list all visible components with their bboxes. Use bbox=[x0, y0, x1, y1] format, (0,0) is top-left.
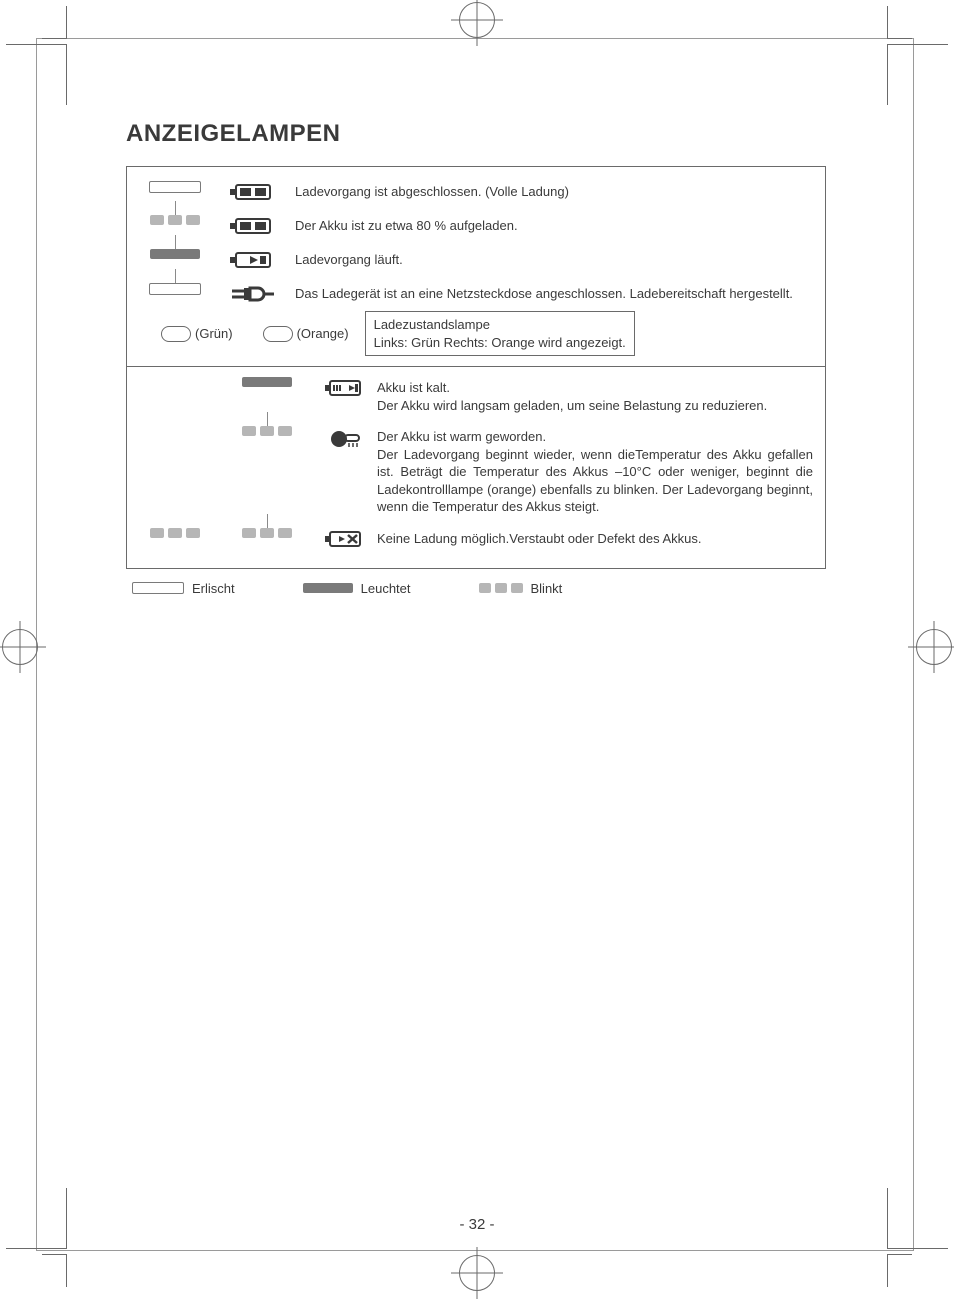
indicator-blink-icon bbox=[242, 528, 292, 538]
row-text: Der Akku ist zu etwa 80 % aufgeladen. bbox=[295, 215, 813, 235]
indicator-blink-icon bbox=[150, 215, 200, 225]
crop-corner-icon bbox=[6, 44, 67, 105]
indicator-off-icon bbox=[149, 181, 201, 193]
legend-item-off: Erlischt bbox=[132, 581, 235, 596]
lamp-outline-icon bbox=[263, 326, 293, 342]
row-text: Ladevorgang ist abgeschlossen. (Volle La… bbox=[295, 181, 813, 201]
table-row: Akku ist kalt. Der Akku wird langsam gel… bbox=[139, 377, 813, 414]
indicator-blink-icon bbox=[150, 528, 200, 538]
crop-corner-icon bbox=[42, 1254, 67, 1287]
indicator-off-icon bbox=[149, 283, 201, 295]
legend-off-text: Erlischt bbox=[192, 581, 235, 596]
row-text: Akku ist kalt. Der Akku wird langsam gel… bbox=[377, 377, 813, 414]
table-row: Keine Ladung möglich.Verstaubt oder Defe… bbox=[139, 528, 813, 550]
content-area: ANZEIGELAMPEN Ladevorgang ist abgeschlos… bbox=[126, 120, 826, 596]
legend: Erlischt Leuchtet Blinkt bbox=[132, 581, 826, 596]
indicator-table-bottom: Akku ist kalt. Der Akku wird langsam gel… bbox=[126, 367, 826, 569]
green-label: (Grün) bbox=[161, 325, 233, 343]
lamp-outline-icon bbox=[161, 326, 191, 342]
indicator-blink-icon bbox=[242, 426, 292, 436]
battery-full-icon bbox=[230, 181, 276, 203]
color-label-row: (Grün) (Orange) Ladezustandslampe Links:… bbox=[139, 311, 813, 356]
plug-icon bbox=[230, 283, 276, 305]
legend-item-on: Leuchtet bbox=[303, 581, 411, 596]
table-row: Der Akku ist warm geworden. Der Ladevorg… bbox=[139, 426, 813, 516]
indicator-on-icon bbox=[303, 583, 353, 593]
table-row: Das Ladegerät ist an eine Netzsteckdose … bbox=[139, 283, 813, 305]
registration-mark-icon bbox=[0, 621, 46, 673]
indicator-on-icon bbox=[242, 377, 292, 387]
row-text: Das Ladegerät ist an eine Netzsteckdose … bbox=[295, 283, 813, 303]
status-line2: Links: Grün Rechts: Orange wird angezeig… bbox=[374, 334, 626, 352]
indicator-table-top: Ladevorgang ist abgeschlossen. (Volle La… bbox=[126, 166, 826, 367]
page-title: ANZEIGELAMPEN bbox=[126, 120, 826, 148]
indicator-off-icon bbox=[132, 582, 184, 594]
page-number: - 32 - bbox=[0, 1216, 954, 1233]
status-lamp-box: Ladezustandslampe Links: Grün Rechts: Or… bbox=[365, 311, 635, 356]
orange-text: (Orange) bbox=[297, 325, 349, 343]
indicator-on-icon bbox=[150, 249, 200, 259]
manual-page: ANZEIGELAMPEN Ladevorgang ist abgeschlos… bbox=[0, 0, 954, 1293]
status-line1: Ladezustandslampe bbox=[374, 316, 626, 334]
battery-full-icon bbox=[230, 215, 276, 237]
table-row: Der Akku ist zu etwa 80 % aufgeladen. bbox=[139, 215, 813, 237]
legend-blink-text: Blinkt bbox=[531, 581, 563, 596]
legend-item-blink: Blinkt bbox=[479, 581, 563, 596]
battery-error-icon bbox=[325, 528, 365, 550]
crop-corner-icon bbox=[887, 1254, 912, 1287]
registration-mark-icon bbox=[451, 1247, 503, 1299]
thermometer-icon bbox=[325, 426, 365, 452]
crop-corner-icon bbox=[42, 6, 67, 39]
indicator-blink-icon bbox=[479, 583, 523, 593]
registration-mark-icon bbox=[908, 621, 954, 673]
table-row: Ladevorgang ist abgeschlossen. (Volle La… bbox=[139, 181, 813, 203]
row-text: Keine Ladung möglich.Verstaubt oder Defe… bbox=[377, 528, 813, 548]
green-text: (Grün) bbox=[195, 325, 233, 343]
battery-slow-charge-icon bbox=[325, 377, 365, 399]
row-text: Ladevorgang läuft. bbox=[295, 249, 813, 269]
registration-mark-icon bbox=[451, 0, 503, 46]
legend-on-text: Leuchtet bbox=[361, 581, 411, 596]
table-row: Ladevorgang läuft. bbox=[139, 249, 813, 271]
row-text: Der Akku ist warm geworden. Der Ladevorg… bbox=[377, 426, 813, 516]
battery-charging-icon bbox=[230, 249, 276, 271]
crop-corner-icon bbox=[887, 44, 948, 105]
crop-corner-icon bbox=[887, 6, 912, 39]
orange-label: (Orange) bbox=[263, 325, 349, 343]
